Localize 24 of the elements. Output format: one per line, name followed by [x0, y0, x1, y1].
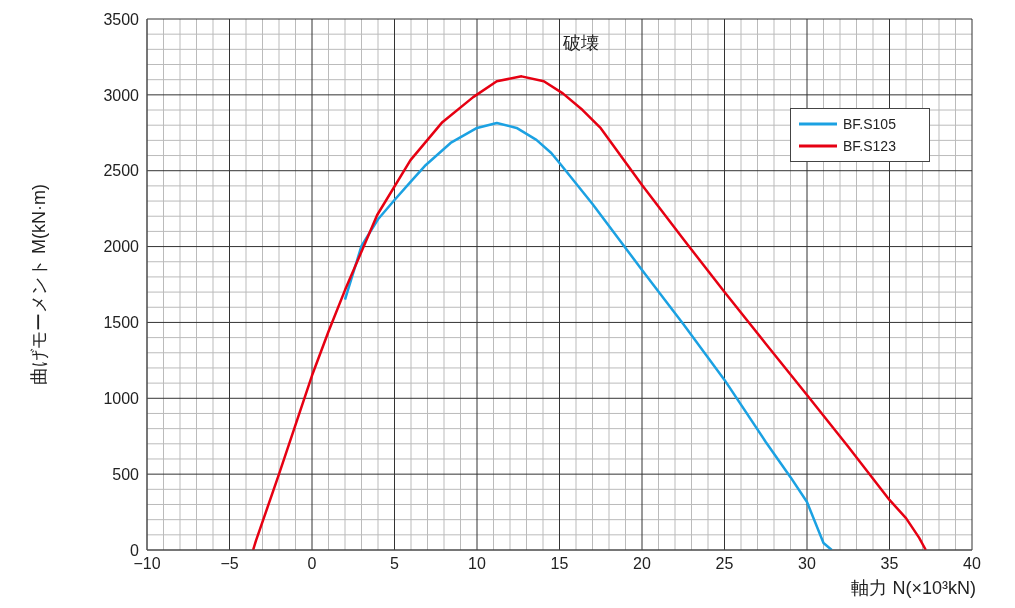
x-tick-label: 0	[307, 555, 317, 573]
y-tick-label: 1000	[103, 389, 140, 407]
y-tick-label: 1500	[103, 314, 140, 332]
legend-label: BF.S123	[843, 138, 896, 154]
x-tick-label: 20	[633, 555, 651, 573]
x-tick-label: 25	[715, 555, 734, 573]
y-axis-title: 曲げモーメント M(kN·m)	[29, 184, 50, 385]
y-tick-label: 500	[112, 465, 140, 483]
line-series	[251, 75, 928, 550]
x-tick-label: 5	[390, 555, 400, 573]
x-tick-label: 30	[798, 555, 816, 573]
annotation: 破壊	[562, 32, 599, 56]
y-tick-label: 3500	[103, 10, 140, 28]
y-tick-label: 2500	[103, 162, 140, 180]
x-tick-label: −5	[220, 555, 239, 573]
x-tick-label: 10	[468, 555, 486, 573]
legend-label: BF.S105	[843, 116, 896, 132]
line-series	[343, 121, 833, 550]
x-tick-label: 35	[880, 555, 899, 573]
x-tick-label: 40	[963, 555, 981, 573]
y-tick-label: 3000	[103, 86, 140, 104]
x-axis-title: 軸力 N(×10³kN)	[850, 577, 977, 600]
x-tick-label: 15	[550, 555, 569, 573]
y-tick-label: 2000	[103, 238, 140, 256]
